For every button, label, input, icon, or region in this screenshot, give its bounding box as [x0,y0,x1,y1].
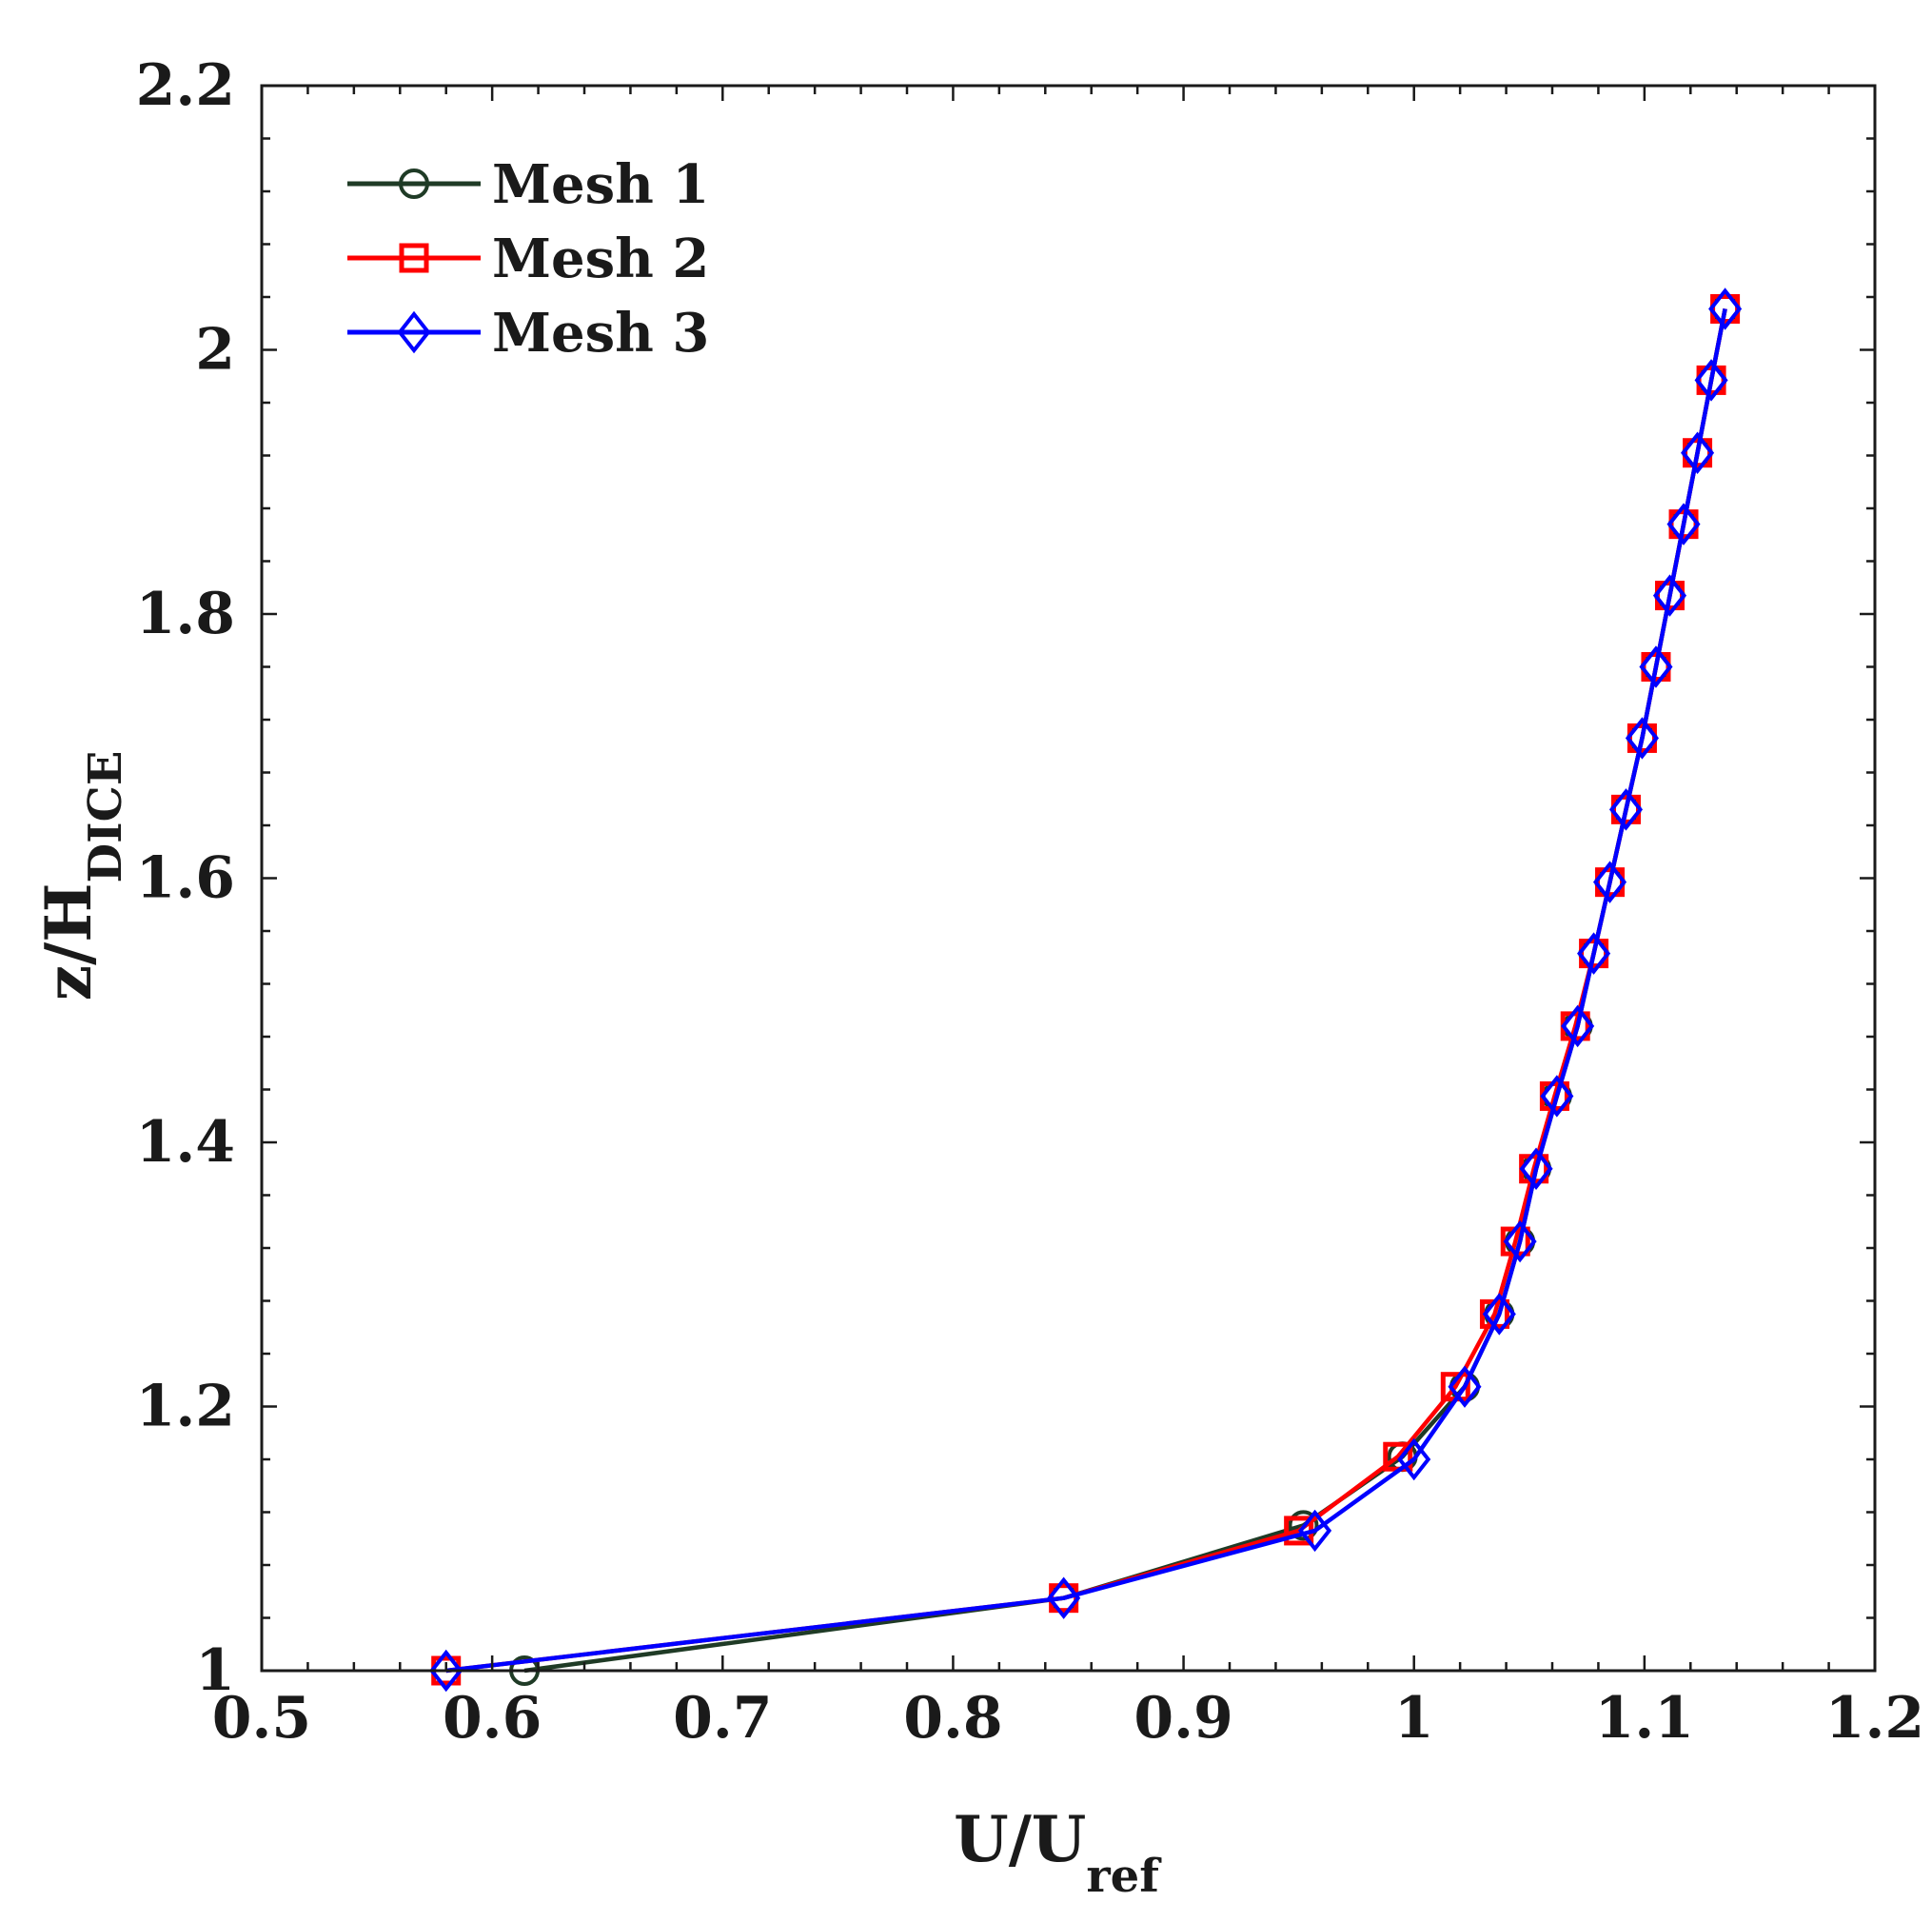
y-tick-labels: 1 1.2 1.4 1.6 1.8 2 2.2 [136,52,235,1704]
y-tick-label: 1.6 [136,845,235,912]
legend-item-2: Mesh 2 [347,228,709,290]
x-axis-label-sub: ref [1086,1850,1162,1903]
legend: Mesh 1 Mesh 2 Mesh 3 [347,153,709,365]
legend-item-3: Mesh 3 [347,302,709,365]
series-3-point [1639,645,1673,688]
x-tick-label: 0.8 [903,1685,1002,1752]
x-tick-label: 0.6 [443,1685,542,1752]
series-3-point [1298,1509,1332,1553]
series-3-point [1047,1576,1081,1619]
x-tick-label: 1.1 [1595,1685,1694,1752]
legend-label-3: Mesh 3 [492,302,709,365]
y-tick-label: 1.4 [136,1109,235,1176]
series-3-point [1397,1437,1431,1481]
y-tick-label: 1.8 [136,581,235,647]
series-3-point [1577,932,1611,975]
series-3-point [1592,861,1627,903]
series-3-line [445,308,1727,1674]
x-tick-label: 0.5 [212,1685,311,1752]
series-3-point [1708,287,1743,330]
legend-marker-1 [399,168,429,199]
series-3-point [1448,1365,1482,1408]
series-3-point [429,1649,463,1693]
legend-label-2: Mesh 2 [492,228,709,290]
y-axis-label-main: z/H [31,882,106,1001]
x-tick-label: 1 [1394,1685,1434,1752]
series-1-point [1288,1510,1319,1541]
x-tick-label: 0.9 [1134,1685,1232,1752]
series-3-point [1503,1219,1537,1263]
series-3-point [1482,1293,1516,1336]
series-3-point [1608,788,1644,831]
y-axis-label-sub: DICE [79,751,132,883]
y-tick-label: 1.2 [136,1374,235,1440]
series-3-point [1652,574,1687,617]
y-tick-label: 2 [195,317,235,384]
y-tick-label: 2.2 [136,52,235,119]
legend-item-1: Mesh 1 [347,153,709,216]
series-3-point [1540,1075,1574,1118]
legend-label-1: Mesh 1 [492,153,709,216]
series-3-point [1681,431,1715,474]
x-tick-label: 0.7 [673,1685,772,1752]
series-3 [429,287,1743,1693]
x-tick-label: 1.2 [1825,1685,1924,1752]
x-axis-label-main: U/U [954,1802,1086,1876]
plot-series [429,287,1743,1693]
series-3-point [1519,1147,1553,1190]
series-3-point [1561,1004,1595,1048]
x-axis-label: U/Uref [954,1802,1162,1903]
x-tick-labels: 0.5 0.6 0.7 0.8 0.9 1 1.1 1.2 [212,1685,1924,1752]
series-3-point [1625,717,1659,760]
y-axis-label: z/HDICE [31,751,132,1001]
legend-marker-3 [397,310,431,354]
series-3-point [1694,359,1728,402]
series-3-point [1666,503,1701,545]
legend-marker-2 [399,243,429,273]
axis-ticks [260,84,1877,1673]
y-tick-label: 1 [195,1637,235,1704]
